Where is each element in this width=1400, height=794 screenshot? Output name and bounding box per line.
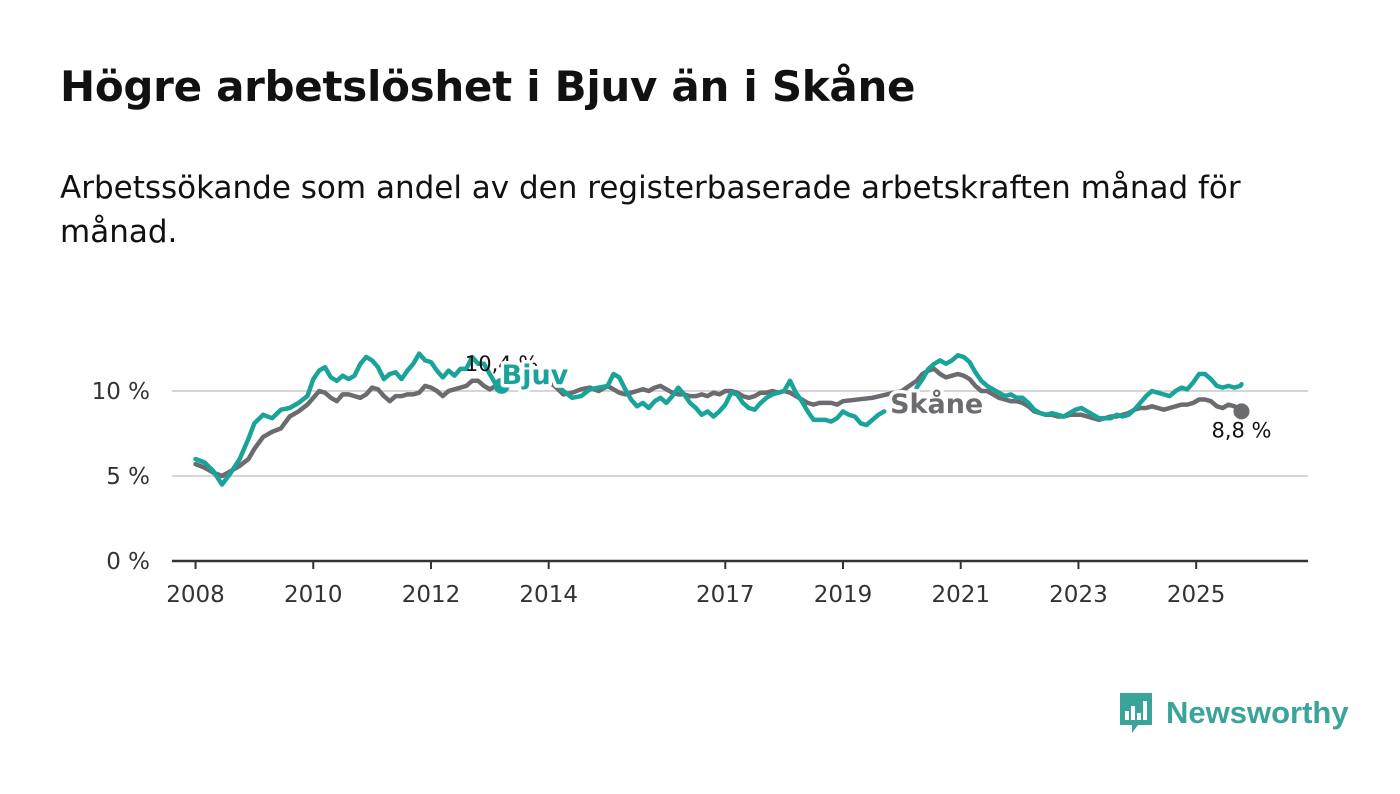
x-tick-label: 2025 (1167, 582, 1226, 608)
chart-subtitle: Arbetssökande som andel av den registerb… (60, 170, 1241, 250)
series-line-bjuv (552, 371, 887, 428)
series-label-bjuv: Bjuv (502, 360, 569, 391)
chart-title: Högre arbetslöshet i Bjuv än i Skåne (60, 62, 916, 111)
end-label-skane: 8,8 % (1211, 418, 1271, 442)
x-tick-label: 2008 (166, 582, 225, 608)
x-tick-label: 2010 (284, 582, 343, 608)
series-line-bjuv (193, 351, 504, 487)
x-tick-label: 2023 (1049, 582, 1108, 608)
y-tick-label: 10 % (92, 379, 150, 405)
x-tick-label: 2012 (402, 582, 461, 608)
y-tick-label: 0 % (106, 549, 150, 575)
series-lines (193, 351, 1250, 487)
bar-chart-speech-bubble-icon (1120, 693, 1152, 733)
grid-layer (172, 390, 1308, 477)
x-tick-label: 2017 (696, 582, 755, 608)
newsworthy-logo[interactable]: Newsworthy (1118, 690, 1349, 736)
x-tick-label: 2019 (814, 582, 873, 608)
brand-name: Newsworthy (1166, 695, 1349, 730)
series-line-bjuv (914, 353, 1244, 421)
end-marker-skane (1233, 403, 1250, 420)
x-tick-label: 2021 (931, 582, 990, 608)
series-labels: 10,4 % 8,8 % Bjuv Skåne (465, 352, 1272, 443)
end-marker-bjuv (493, 377, 510, 394)
series-line-skane (193, 366, 1244, 479)
y-tick-label: 5 % (106, 464, 150, 490)
series-label-skane: Skåne (890, 388, 983, 420)
end-label-bjuv: 10,4 % (465, 352, 538, 376)
x-tick-label: 2014 (519, 582, 578, 608)
axes: 0 % 5 % 10 % 2008 2010 2012 2014 2017 2019 2021 20… (92, 379, 1308, 608)
